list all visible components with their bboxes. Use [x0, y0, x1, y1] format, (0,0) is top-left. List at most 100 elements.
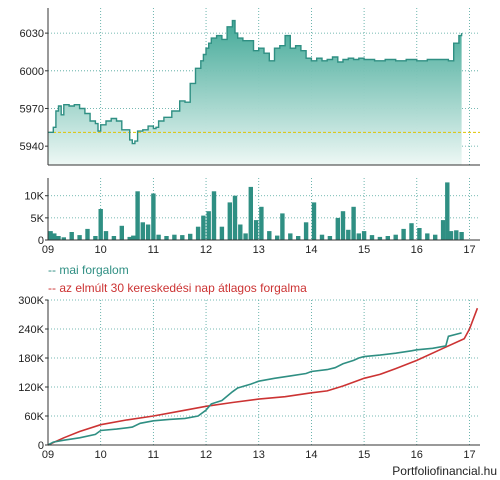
x-tick-label: 11 — [148, 244, 159, 256]
today-volume-line — [47, 332, 462, 446]
x-tick-label: 12 — [200, 449, 212, 461]
price-area — [48, 20, 462, 165]
volume-bar — [48, 231, 53, 240]
volume-bar — [180, 235, 185, 240]
volume-bar — [454, 230, 459, 240]
volume-bar — [238, 224, 243, 240]
volume-axis — [47, 178, 480, 241]
volume-bar — [445, 182, 450, 240]
volume-bar — [335, 217, 340, 240]
y-tick-label: 0 — [38, 440, 44, 452]
volume-bar — [385, 236, 390, 240]
x-tick-label: 14 — [305, 449, 317, 461]
volume-bar — [151, 193, 156, 240]
volume-bar — [409, 223, 414, 240]
x-tick-label: 15 — [358, 244, 370, 256]
volume-bar — [227, 202, 232, 240]
x-tick-label: 17 — [463, 449, 475, 461]
volume-bar — [52, 233, 57, 240]
volume-bars — [48, 182, 464, 240]
average-volume-line — [47, 307, 479, 446]
volume-bar — [361, 231, 367, 240]
volume-bar — [448, 231, 454, 240]
volume-bar — [111, 236, 117, 240]
volume-bar — [377, 236, 383, 240]
volume-bar — [61, 237, 66, 240]
volume-bar — [275, 235, 280, 240]
y-tick-label: 5970 — [20, 103, 44, 115]
volume-bar — [219, 226, 225, 240]
volume-bar — [311, 202, 317, 240]
x-tick-label: 16 — [411, 244, 423, 256]
x-tick-label: 09 — [42, 244, 54, 256]
volume-bar — [172, 234, 177, 240]
y-tick-label: 120K — [18, 382, 44, 394]
volume-bar — [103, 231, 109, 240]
price-panel: 5940 5970 6000 6030 — [20, 8, 480, 166]
volume-bar — [140, 222, 145, 240]
volume-bar — [85, 228, 90, 240]
y-tick-label: 5K — [31, 213, 45, 225]
volume-bar — [201, 215, 206, 240]
x-tick-label: 10 — [95, 449, 107, 461]
volume-bar — [119, 225, 124, 240]
volume-bar — [93, 236, 98, 240]
y-tick-label: 60K — [24, 411, 44, 423]
volume-bar — [164, 236, 169, 240]
source-credit: Portfoliofinancial.hu — [392, 464, 497, 478]
volume-gridlines — [47, 178, 480, 241]
volume-bar — [259, 206, 264, 240]
volume-x-tick-labels: 09 10 11 12 13 14 15 16 17 — [42, 244, 476, 256]
volume-bar — [401, 228, 406, 240]
volume-bar — [98, 209, 103, 240]
volume-bar — [296, 236, 301, 240]
y-tick-label: 180K — [18, 353, 44, 365]
x-tick-label: 16 — [411, 449, 423, 461]
y-tick-label: 10K — [24, 191, 44, 203]
x-tick-label: 13 — [253, 449, 265, 461]
volume-bar — [356, 233, 361, 240]
y-tick-label: 5940 — [20, 141, 44, 153]
x-tick-label: 14 — [305, 244, 317, 256]
legend-average-volume: -- az elmúlt 30 kereskedési nap átlagos … — [48, 281, 307, 295]
volume-bar — [340, 211, 346, 240]
x-tick-label: 13 — [253, 244, 265, 256]
volume-bar — [459, 232, 464, 240]
volume-bar — [232, 195, 238, 240]
price-y-tick-labels: 5940 5970 6000 6030 — [20, 28, 48, 153]
x-tick-label: 17 — [463, 244, 475, 256]
volume-y-tick-labels: 0 5K 10K — [24, 191, 48, 247]
volume-bar — [351, 206, 356, 240]
volume-panel: 0 5K 10K 09 10 11 12 13 14 15 16 17 — [24, 178, 480, 256]
volume-bar — [267, 231, 272, 240]
cumulative-x-tick-labels: 09 10 11 12 13 14 15 16 17 — [42, 449, 476, 461]
volume-bar — [248, 186, 253, 240]
volume-bar — [127, 236, 132, 240]
y-tick-label: 300K — [18, 295, 44, 307]
volume-bar — [188, 233, 193, 240]
volume-bar — [69, 232, 74, 240]
cumulative-axis — [47, 300, 480, 446]
x-tick-label: 15 — [358, 449, 370, 461]
cumulative-volume-panel: 0 60K 120K 180K 240K 300K 09 10 11 12 13 14 15 16 17 — [18, 295, 480, 461]
volume-bar — [440, 220, 446, 240]
volume-bar — [417, 228, 422, 240]
volume-bar — [288, 233, 293, 240]
volume-bar — [206, 211, 211, 240]
x-tick-label: 10 — [95, 244, 107, 256]
volume-bar — [243, 233, 248, 240]
volume-bar — [303, 222, 309, 240]
volume-bar — [56, 236, 61, 240]
volume-bar — [280, 213, 285, 240]
volume-bar — [211, 191, 217, 240]
legend-today-volume: -- mai forgalom — [48, 263, 129, 277]
y-tick-label: 6030 — [20, 28, 44, 40]
volume-bar — [156, 234, 161, 240]
volume-bar — [135, 191, 140, 240]
volume-bar — [369, 235, 375, 240]
x-tick-label: 09 — [42, 449, 54, 461]
price-line — [48, 19, 463, 145]
volume-bar — [145, 224, 151, 240]
y-tick-label: 0 — [38, 235, 44, 247]
